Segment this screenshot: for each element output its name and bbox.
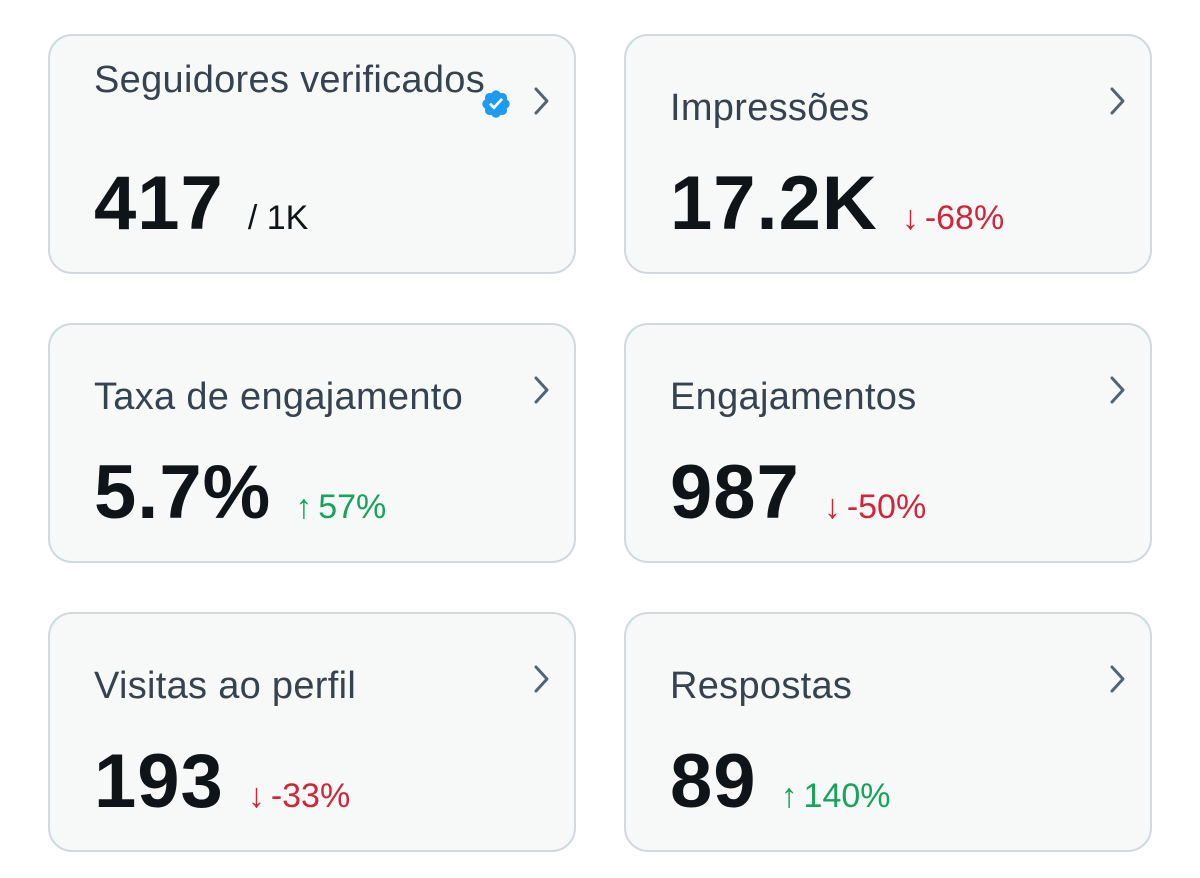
- card-title: Impressões: [670, 87, 870, 129]
- delta-value: -33%: [270, 777, 351, 815]
- chevron-right-icon[interactable]: [526, 662, 556, 696]
- chevron-right-icon[interactable]: [1102, 84, 1132, 118]
- arrow-down-icon: ↓: [823, 488, 841, 526]
- arrow-down-icon: ↓: [247, 777, 265, 815]
- metric-value: 17.2K: [670, 161, 878, 246]
- trend-delta: ↑ 57%: [295, 488, 386, 527]
- metric-row: 5.7% ↑ 57%: [94, 453, 386, 533]
- metric-limit: / 1K: [247, 199, 309, 237]
- delta-value: -50%: [846, 488, 927, 526]
- metric-value: 89: [670, 739, 757, 824]
- arrow-up-icon: ↑: [780, 777, 798, 815]
- metric-row: 417 / 1K: [94, 164, 308, 244]
- arrow-down-icon: ↓: [901, 199, 919, 237]
- card-replies[interactable]: Respostas 89 ↑ 140%: [624, 612, 1152, 852]
- card-impressions[interactable]: Impressões 17.2K ↓ -68%: [624, 34, 1152, 274]
- metric-value: 193: [94, 739, 224, 824]
- card-title: Visitas ao perfil: [94, 665, 357, 707]
- chevron-right-icon[interactable]: [1102, 373, 1132, 407]
- chevron-right-icon[interactable]: [526, 84, 556, 118]
- card-title: Seguidores verificados: [94, 59, 486, 101]
- metric-value: 5.7%: [94, 450, 272, 535]
- trend-delta: ↓ -33%: [248, 777, 350, 816]
- chevron-right-icon[interactable]: [526, 373, 556, 407]
- trend-delta: ↓ -68%: [902, 199, 1004, 238]
- verified-badge-icon: [482, 90, 510, 118]
- delta-value: 57%: [318, 488, 387, 526]
- metric-row: 987 ↓ -50%: [670, 453, 926, 533]
- card-title: Respostas: [670, 665, 853, 707]
- trend-delta: ↑ 140%: [781, 777, 891, 816]
- card-title: Taxa de engajamento: [94, 376, 464, 418]
- arrow-up-icon: ↑: [295, 488, 313, 526]
- card-engagement-rate[interactable]: Taxa de engajamento 5.7% ↑ 57%: [48, 323, 576, 563]
- metric-row: 17.2K ↓ -68%: [670, 164, 1004, 244]
- metric-value: 417: [94, 161, 224, 246]
- metric-value: 987: [670, 450, 800, 535]
- metric-row: 193 ↓ -33%: [94, 742, 350, 822]
- card-engagements[interactable]: Engajamentos 987 ↓ -50%: [624, 323, 1152, 563]
- delta-value: -68%: [924, 199, 1005, 237]
- chevron-right-icon[interactable]: [1102, 662, 1132, 696]
- delta-value: 140%: [803, 777, 891, 815]
- metric-row: 89 ↑ 140%: [670, 742, 891, 822]
- card-profile-visits[interactable]: Visitas ao perfil 193 ↓ -33%: [48, 612, 576, 852]
- card-verified-followers[interactable]: Seguidores verificados 417 / 1K: [48, 34, 576, 274]
- trend-delta: ↓ -50%: [824, 488, 926, 527]
- card-title: Engajamentos: [670, 376, 917, 418]
